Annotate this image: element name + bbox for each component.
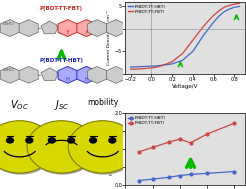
Polygon shape <box>41 21 59 34</box>
Polygon shape <box>107 20 125 36</box>
Legend: P(BDT-TT-HBT), P(BDT-TT-FBT): P(BDT-TT-HBT), P(BDT-TT-FBT) <box>128 115 166 125</box>
Text: $V_{OC}$: $V_{OC}$ <box>10 98 29 112</box>
Circle shape <box>68 138 75 143</box>
Polygon shape <box>58 20 77 36</box>
Polygon shape <box>107 67 125 83</box>
Polygon shape <box>77 67 96 83</box>
Polygon shape <box>19 67 38 83</box>
Polygon shape <box>19 20 38 36</box>
Legend: P(BDT-TT-HBT), P(BDT-TT-FBT): P(BDT-TT-HBT), P(BDT-TT-FBT) <box>128 4 166 14</box>
Polygon shape <box>0 67 19 83</box>
Text: $C_6H_{13}$: $C_6H_{13}$ <box>2 67 15 74</box>
Circle shape <box>109 138 116 143</box>
Circle shape <box>26 138 33 143</box>
Circle shape <box>68 121 137 173</box>
Polygon shape <box>58 67 77 83</box>
X-axis label: Voltage/V: Voltage/V <box>172 84 198 89</box>
Polygon shape <box>57 68 74 81</box>
Text: $J_{SC}$: $J_{SC}$ <box>54 98 69 112</box>
Circle shape <box>0 122 55 174</box>
Text: F: F <box>66 30 69 35</box>
Text: $C_6H_{13}$: $C_6H_{13}$ <box>2 20 15 28</box>
Circle shape <box>7 138 14 143</box>
Circle shape <box>70 122 138 174</box>
Polygon shape <box>57 21 74 34</box>
Text: F: F <box>85 30 88 35</box>
Text: P(BDT-TT-FBT): P(BDT-TT-FBT) <box>40 6 83 11</box>
Text: H: H <box>85 77 88 82</box>
Y-axis label: Mobility/10⁻³ cm² V⁻¹ s⁻¹: Mobility/10⁻³ cm² V⁻¹ s⁻¹ <box>109 124 114 175</box>
Polygon shape <box>88 20 107 36</box>
Text: H: H <box>66 77 70 82</box>
Polygon shape <box>77 20 96 36</box>
Polygon shape <box>88 67 107 83</box>
Circle shape <box>48 138 55 143</box>
Circle shape <box>27 121 96 173</box>
Circle shape <box>0 121 54 173</box>
Text: mobility: mobility <box>87 98 118 107</box>
Polygon shape <box>0 20 19 36</box>
Circle shape <box>90 138 96 143</box>
Y-axis label: Current Density/mA cm⁻²: Current Density/mA cm⁻² <box>107 10 111 65</box>
Polygon shape <box>41 68 59 81</box>
Circle shape <box>28 122 97 174</box>
Text: P(BDT-TT-HBT): P(BDT-TT-HBT) <box>40 58 83 63</box>
